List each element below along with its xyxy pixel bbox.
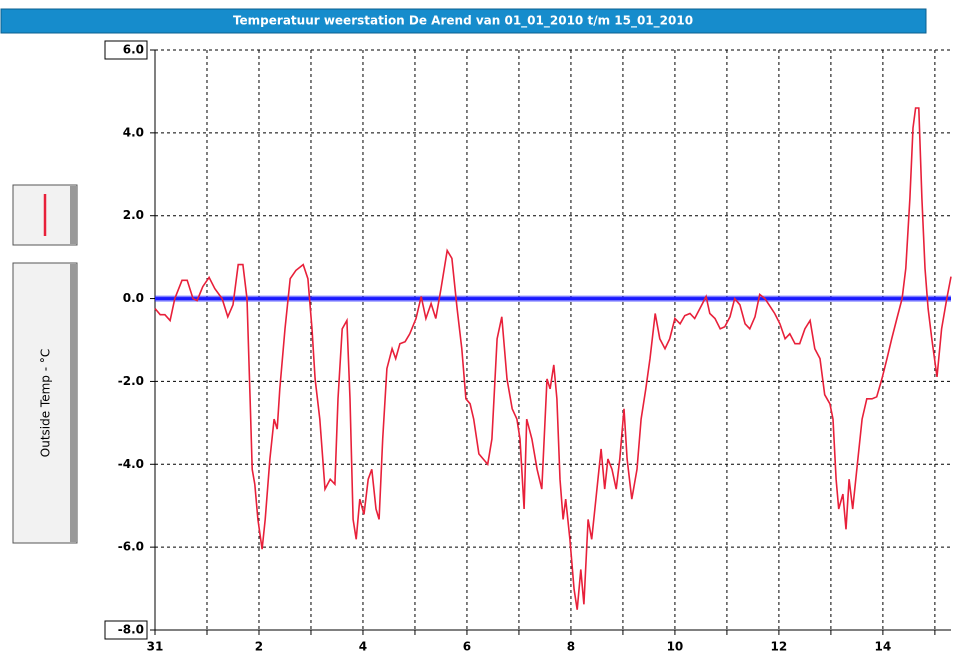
y-tick-label: -6.0 xyxy=(118,540,144,554)
series-label: Outside Temp - °C xyxy=(39,349,53,457)
temperature-line xyxy=(154,107,952,610)
legend-label-box[interactable] xyxy=(12,262,78,544)
x-tick-label: 14 xyxy=(875,640,892,654)
x-tick-label: 31 xyxy=(147,640,164,654)
y-tick-label: -4.0 xyxy=(118,457,144,471)
x-tick-label: 10 xyxy=(667,640,684,654)
title-bar xyxy=(0,8,927,34)
x-tick-label: 12 xyxy=(771,640,788,654)
x-tick-label: 6 xyxy=(463,640,471,654)
box-edge xyxy=(70,264,77,542)
y-tick-label: 0.0 xyxy=(123,291,144,305)
x-tick-label: 8 xyxy=(567,640,575,654)
x-tick-label: 4 xyxy=(359,640,367,654)
y-tick-label: 4.0 xyxy=(123,125,144,139)
x-tick-label: 2 xyxy=(255,640,263,654)
chart-title: Temperatuur weerstation De Arend van 01_… xyxy=(233,14,693,29)
y-tick-label: -8.0 xyxy=(118,623,144,637)
y-tick-box xyxy=(104,620,148,640)
y-tick-label: 6.0 xyxy=(123,43,144,57)
y-tick-box xyxy=(104,40,148,60)
y-tick-label: 2.0 xyxy=(123,208,144,222)
box-edge xyxy=(70,186,77,244)
y-tick-label: -2.0 xyxy=(118,374,144,388)
